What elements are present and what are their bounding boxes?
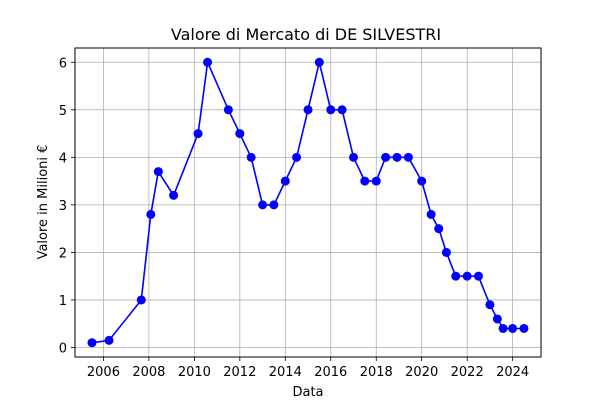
data-point: [508, 323, 518, 333]
grid-lines: [75, 48, 541, 357]
data-point: [146, 209, 156, 219]
data-point: [337, 105, 347, 115]
data-series: [87, 57, 529, 348]
data-point: [193, 129, 203, 139]
data-point: [426, 209, 436, 219]
data-point: [104, 335, 114, 345]
data-point: [451, 271, 461, 281]
x-tick-label: 2024: [496, 365, 529, 380]
x-tick-label: 2016: [314, 365, 347, 380]
data-point: [203, 57, 213, 67]
chart-title: Valore di Mercato di DE SILVESTRI: [171, 25, 441, 44]
data-point: [417, 176, 427, 186]
data-point: [326, 105, 336, 115]
data-point: [153, 167, 163, 177]
data-point: [303, 105, 313, 115]
data-point: [360, 176, 370, 186]
data-point: [246, 152, 256, 162]
data-point: [169, 190, 179, 200]
y-axis-title: Valore in Milioni €: [36, 145, 51, 260]
x-axis-title: Data: [292, 385, 323, 400]
data-point: [441, 247, 451, 257]
data-point: [381, 152, 391, 162]
x-tick-label: 2018: [360, 365, 393, 380]
data-point: [371, 176, 381, 186]
data-point: [519, 323, 529, 333]
data-point: [392, 152, 402, 162]
data-point: [349, 152, 359, 162]
x-tick-label: 2014: [269, 365, 302, 380]
data-point: [498, 323, 508, 333]
data-point: [223, 105, 233, 115]
y-tick-label: 1: [59, 294, 67, 309]
data-point: [87, 338, 97, 348]
data-point: [235, 129, 245, 139]
y-tick-label: 0: [59, 341, 67, 356]
data-point: [136, 295, 146, 305]
data-point: [269, 200, 279, 210]
y-tick-label: 4: [59, 151, 67, 166]
data-point: [292, 152, 302, 162]
data-point: [258, 200, 268, 210]
x-tick-label: 2022: [451, 365, 484, 380]
y-tick-label: 6: [59, 56, 67, 71]
x-tick-label: 2012: [223, 365, 256, 380]
y-tick-label: 5: [59, 104, 67, 119]
x-tick-label: 2010: [178, 365, 211, 380]
data-point: [314, 57, 324, 67]
data-point: [280, 176, 290, 186]
y-tick-label: 2: [59, 246, 67, 261]
x-tick-label: 2020: [405, 365, 438, 380]
x-tick-label: 2008: [132, 365, 165, 380]
data-point: [403, 152, 413, 162]
axes: 2006 2008 2010 2012 2014 2016 2018 2020 2022 2024…: [59, 56, 529, 380]
y-tick-label: 3: [59, 199, 67, 214]
data-point: [434, 224, 444, 234]
data-point: [462, 271, 472, 281]
plot-frame: [74, 47, 542, 358]
data-point: [473, 271, 483, 281]
data-point: [492, 314, 502, 324]
data-point: [485, 300, 495, 310]
x-tick-label: 2006: [87, 365, 120, 380]
